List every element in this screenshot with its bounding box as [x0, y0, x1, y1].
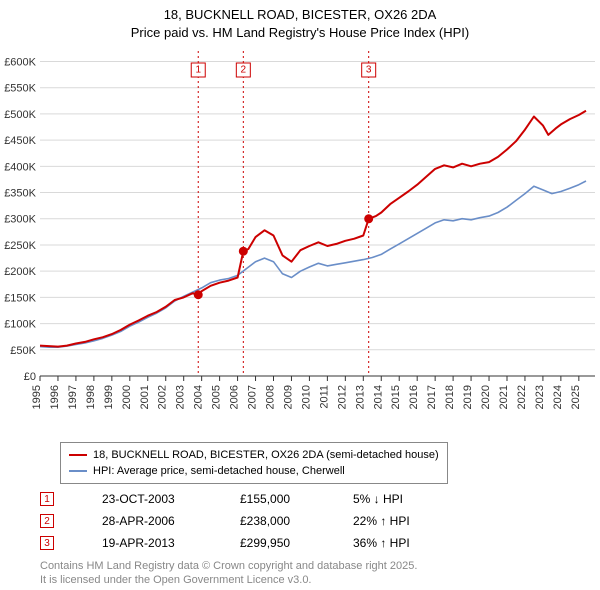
- footer-line2: It is licensed under the Open Government…: [40, 574, 417, 588]
- sale-event-row: 1 23-OCT-2003 £155,000 5% ↓ HPI: [40, 488, 453, 510]
- chart-title-line2: Price paid vs. HM Land Registry's House …: [0, 24, 600, 42]
- event-date: 19-APR-2013: [102, 536, 222, 550]
- svg-text:3: 3: [366, 65, 372, 76]
- svg-text:2006: 2006: [229, 385, 241, 409]
- svg-text:£150K: £150K: [4, 292, 36, 304]
- svg-text:2009: 2009: [282, 385, 294, 409]
- svg-text:£600K: £600K: [4, 57, 36, 69]
- sale-event-row: 3 19-APR-2013 £299,950 36% ↑ HPI: [40, 532, 453, 554]
- price-chart: £0 £50K £100K £150K £200K £250K £300K £350K £400…: [0, 41, 600, 441]
- svg-text:2025: 2025: [570, 385, 582, 409]
- svg-text:2011: 2011: [318, 385, 330, 409]
- svg-text:2002: 2002: [157, 385, 169, 409]
- svg-text:£350K: £350K: [4, 188, 36, 200]
- footer-line1: Contains HM Land Registry data © Crown c…: [40, 560, 417, 574]
- chart-container: £0 £50K £100K £150K £200K £250K £300K £350K £400…: [0, 41, 600, 441]
- legend-item: 18, BUCKNELL ROAD, BICESTER, OX26 2DA (s…: [69, 447, 439, 463]
- svg-text:£200K: £200K: [4, 266, 36, 278]
- event-delta: 36% ↑ HPI: [353, 536, 453, 550]
- svg-text:2001: 2001: [139, 385, 151, 409]
- svg-text:2007: 2007: [247, 385, 259, 409]
- svg-text:2024: 2024: [552, 385, 564, 409]
- svg-text:£300K: £300K: [4, 214, 36, 226]
- event-date: 28-APR-2006: [102, 514, 222, 528]
- svg-text:2015: 2015: [390, 385, 402, 409]
- svg-text:2019: 2019: [462, 385, 474, 409]
- svg-text:£400K: £400K: [4, 161, 36, 173]
- svg-text:£550K: £550K: [4, 83, 36, 95]
- svg-text:2013: 2013: [354, 385, 366, 409]
- event-price: £299,950: [240, 536, 335, 550]
- svg-text:1999: 1999: [103, 385, 115, 409]
- legend-swatch: [69, 454, 87, 456]
- event-marker: 3: [40, 536, 54, 550]
- sale-events-table: 1 23-OCT-2003 £155,000 5% ↓ HPI 2 28-APR-2006…: [40, 488, 453, 554]
- svg-text:2022: 2022: [516, 385, 528, 409]
- svg-text:2018: 2018: [444, 385, 456, 409]
- sale-event-row: 2 28-APR-2006 £238,000 22% ↑ HPI: [40, 510, 453, 532]
- svg-text:2012: 2012: [336, 385, 348, 409]
- svg-text:2000: 2000: [121, 385, 133, 409]
- legend-item: HPI: Average price, semi-detached house,…: [69, 463, 439, 479]
- svg-text:2020: 2020: [480, 385, 492, 409]
- svg-text:1998: 1998: [85, 385, 97, 409]
- event-delta: 22% ↑ HPI: [353, 514, 453, 528]
- svg-text:£50K: £50K: [10, 345, 36, 357]
- legend-label: 18, BUCKNELL ROAD, BICESTER, OX26 2DA (s…: [93, 449, 439, 461]
- data-source-note: Contains HM Land Registry data © Crown c…: [40, 560, 417, 588]
- legend: 18, BUCKNELL ROAD, BICESTER, OX26 2DA (s…: [60, 442, 448, 484]
- svg-text:2014: 2014: [372, 385, 384, 409]
- svg-text:2023: 2023: [534, 385, 546, 409]
- svg-text:£250K: £250K: [4, 240, 36, 252]
- svg-text:1: 1: [195, 65, 201, 76]
- event-price: £155,000: [240, 492, 335, 506]
- svg-text:£450K: £450K: [4, 135, 36, 147]
- svg-text:2004: 2004: [193, 385, 205, 409]
- svg-text:2: 2: [241, 65, 247, 76]
- svg-text:2010: 2010: [300, 385, 312, 409]
- event-price: £238,000: [240, 514, 335, 528]
- svg-text:1996: 1996: [49, 385, 61, 409]
- event-delta: 5% ↓ HPI: [353, 492, 453, 506]
- event-date: 23-OCT-2003: [102, 492, 222, 506]
- legend-swatch: [69, 470, 87, 472]
- svg-text:1995: 1995: [31, 385, 43, 409]
- svg-text:1997: 1997: [67, 385, 79, 409]
- legend-label: HPI: Average price, semi-detached house,…: [93, 465, 345, 477]
- svg-text:2021: 2021: [498, 385, 510, 409]
- svg-text:2017: 2017: [426, 385, 438, 409]
- svg-text:2005: 2005: [211, 385, 223, 409]
- svg-text:£500K: £500K: [4, 109, 36, 121]
- svg-text:2003: 2003: [175, 385, 187, 409]
- chart-title-line1: 18, BUCKNELL ROAD, BICESTER, OX26 2DA: [0, 6, 600, 24]
- event-marker: 1: [40, 492, 54, 506]
- svg-text:2008: 2008: [264, 385, 276, 409]
- svg-text:2016: 2016: [408, 385, 420, 409]
- svg-text:£100K: £100K: [4, 319, 36, 331]
- event-marker: 2: [40, 514, 54, 528]
- svg-text:£0: £0: [24, 371, 36, 383]
- chart-title-block: 18, BUCKNELL ROAD, BICESTER, OX26 2DA Pr…: [0, 0, 600, 41]
